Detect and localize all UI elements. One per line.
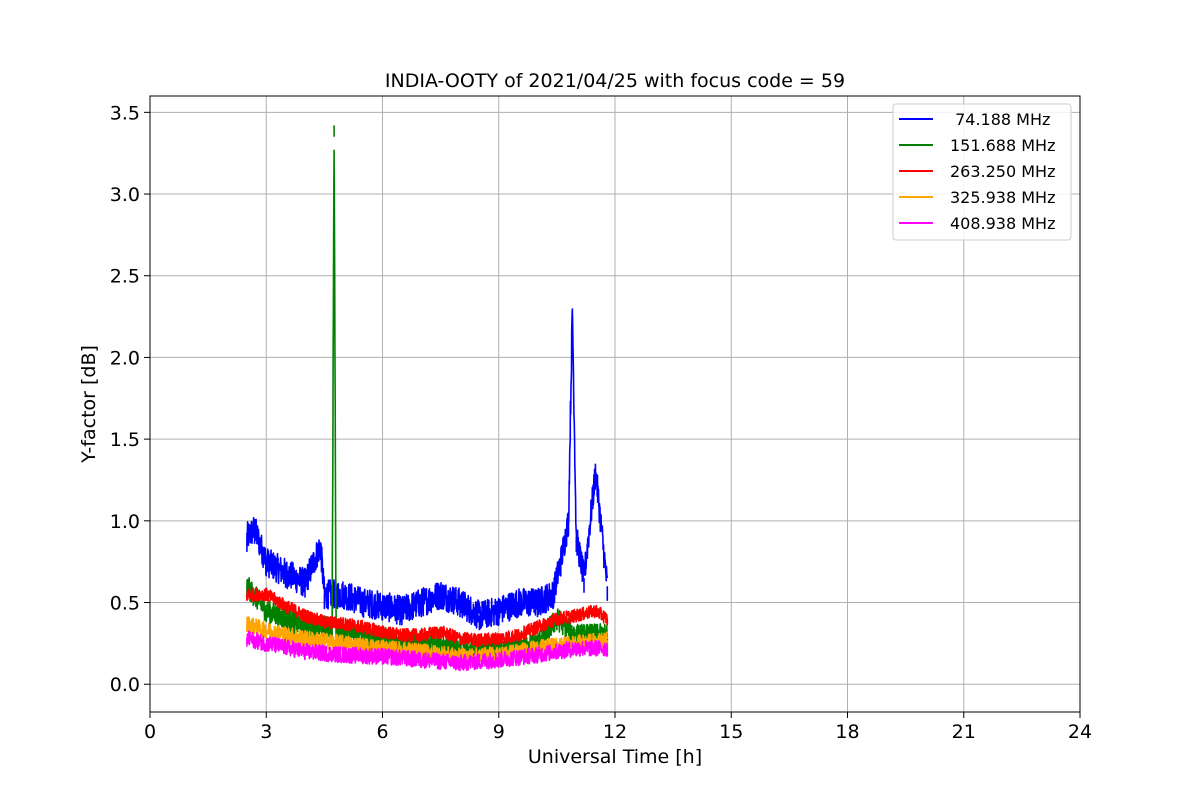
x-tick-label: 24	[1068, 721, 1092, 743]
legend-label: 151.688 MHz	[950, 136, 1055, 155]
legend-label: 408.938 MHz	[950, 214, 1055, 233]
y-tick-label: 3.0	[110, 184, 140, 206]
y-tick-label: 1.0	[110, 511, 140, 533]
y-tick-label: 1.5	[110, 429, 140, 451]
y-tick-label: 2.0	[110, 347, 140, 369]
ticks: 0 3 6 9 12 15 18 21 24 0.0 0.5 1.0 1.5 2.0 2.5 3.0 3.5	[110, 102, 1092, 743]
legend: 74.188 MHz 151.688 MHz 263.250 MHz 325.938 …	[892, 103, 1072, 241]
x-tick-label: 9	[493, 721, 505, 743]
x-tick-label: 3	[260, 721, 272, 743]
series-line-5	[246, 630, 609, 672]
y-tick-label: 0.5	[110, 593, 140, 615]
y-axis-title: Y-factor [dB]	[78, 345, 100, 464]
y-tick-label: 3.5	[110, 102, 140, 124]
plot-area	[246, 125, 609, 672]
x-axis-title: Universal Time [h]	[528, 746, 702, 768]
series-line-3	[246, 587, 609, 647]
x-tick-label: 18	[835, 721, 859, 743]
chart-title: INDIA-OOTY of 2021/04/25 with focus code…	[385, 70, 845, 92]
series-line-1	[246, 308, 609, 631]
legend-label: 325.938 MHz	[950, 188, 1055, 207]
legend-label: 263.250 MHz	[950, 162, 1055, 181]
x-tick-label: 15	[719, 721, 743, 743]
x-tick-label: 12	[603, 721, 627, 743]
legend-box	[892, 103, 1072, 241]
x-tick-label: 6	[376, 721, 388, 743]
x-tick-label: 0	[144, 721, 156, 743]
x-tick-label: 21	[952, 721, 976, 743]
y-tick-label: 2.5	[110, 266, 140, 288]
y-tick-label: 0.0	[110, 674, 140, 696]
legend-label: 74.188 MHz	[950, 110, 1050, 129]
